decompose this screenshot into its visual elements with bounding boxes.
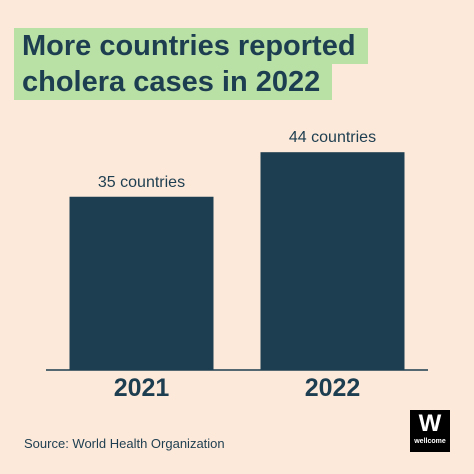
x-tick-label: 2021 [114,374,170,402]
x-tick-label: 2022 [305,374,361,402]
title-line: More countries reported [14,28,368,64]
title-line: cholera cases in 2022 [14,64,333,100]
logo-mark: W [418,410,442,437]
source: Source: World Health Organization [24,436,225,451]
title: More countries reported cholera cases in… [14,28,368,100]
logo: W wellcome [410,410,450,452]
bar [69,196,214,370]
value-label: 44 countries [289,129,376,146]
value-label: 35 countries [98,174,185,191]
bar [260,152,405,370]
logo-text: wellcome [414,438,446,445]
